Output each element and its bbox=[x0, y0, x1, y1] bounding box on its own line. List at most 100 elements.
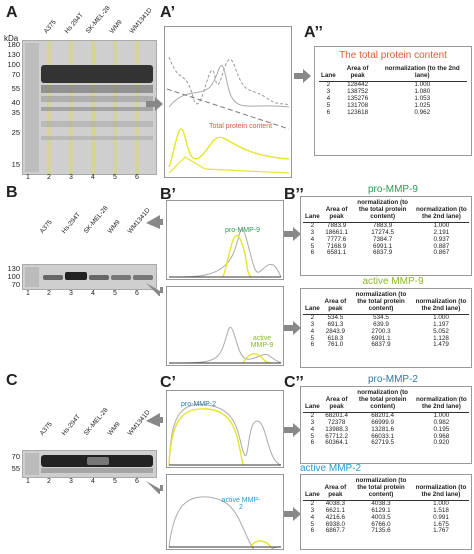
panel-label-a-prime: A’ bbox=[160, 4, 176, 21]
arrow-icon bbox=[146, 215, 163, 229]
cell-name: Hs 294T bbox=[63, 11, 85, 35]
densitometry-curve-c-pro bbox=[168, 404, 282, 466]
table-row: 2 128442 1.000 bbox=[319, 81, 467, 88]
ladder-ticks-a: 180 130 100 70 55 40 35 25 15 bbox=[2, 40, 22, 175]
table-row: 3 72378 66999.9 0.982 bbox=[303, 418, 469, 427]
cell: 0.867 bbox=[433, 249, 450, 257]
table-row: 5 618.3 6991.1 1.128 bbox=[303, 334, 469, 343]
cell: 2843.9 bbox=[325, 327, 346, 335]
lane-number: 1 bbox=[26, 174, 30, 181]
densitometry-plot-b-active: active MMP-9 bbox=[166, 286, 284, 366]
lane-number: 6 bbox=[135, 478, 139, 485]
table-row: 4 2843.9 2700.3 5.052 bbox=[303, 327, 469, 336]
cell: 6 bbox=[310, 439, 315, 447]
cell: 4 bbox=[310, 425, 315, 433]
tick: 70 bbox=[11, 452, 20, 461]
arrow-icon bbox=[284, 321, 301, 335]
col-header: normalization (to the 2nd lane) bbox=[412, 477, 469, 501]
cell-names-c: A375 Hs-294T SK-MEL-28 WM9 WM1341D bbox=[22, 407, 157, 444]
arrow-icon bbox=[284, 423, 301, 437]
cell-name: WM9 bbox=[106, 420, 122, 437]
lane-number: 3 bbox=[69, 478, 73, 485]
arrow-icon bbox=[146, 97, 163, 111]
densitometry-plot-b-pro: pro-MMP-9 bbox=[166, 200, 284, 280]
cell: 1.197 bbox=[433, 320, 449, 328]
cell-name: WM9 bbox=[108, 18, 124, 35]
cell: 1.479 bbox=[433, 341, 449, 349]
cell: 2.191 bbox=[433, 228, 450, 236]
curve-label: pro-MMP-2 bbox=[181, 401, 217, 408]
lane-number: 3 bbox=[69, 174, 73, 181]
col-header: Lane bbox=[303, 291, 322, 315]
cell: 1.000 bbox=[433, 313, 449, 321]
cell: 131708 bbox=[347, 101, 369, 109]
cell: 4 bbox=[310, 327, 315, 335]
arrow-icon bbox=[146, 481, 163, 494]
cell: 761.0 bbox=[327, 341, 344, 349]
cell: 4 bbox=[310, 235, 315, 243]
cell: 0.937 bbox=[433, 235, 450, 243]
densitometry-curve-b-pro bbox=[168, 228, 282, 278]
col-header: Lane bbox=[303, 199, 322, 223]
cell: 4038.3 bbox=[325, 499, 346, 507]
cell-name: SK-MEL-28 bbox=[82, 204, 110, 235]
tick: 15 bbox=[11, 160, 20, 169]
data-table: Lane Area of peak normalization (to the … bbox=[303, 389, 469, 447]
table-row: 6 6867.7 7135.6 1.767 bbox=[303, 528, 469, 535]
panel-label-a-double: A’’ bbox=[304, 24, 323, 41]
cell-name: A375 bbox=[38, 420, 54, 437]
cell: 7168.9 bbox=[326, 242, 347, 250]
tick: 130 bbox=[7, 50, 20, 59]
lane-number: 2 bbox=[47, 478, 51, 485]
col-header: Lane bbox=[303, 389, 322, 413]
cell: 1.675 bbox=[433, 520, 449, 528]
cell: 1.000 bbox=[414, 80, 431, 88]
cell: 72378 bbox=[327, 418, 346, 426]
table-row: 3 18661.1 17274.5 2.191 bbox=[303, 228, 469, 237]
table-row: 2 4038.3 4038.3 1.000 bbox=[303, 500, 469, 507]
cell: 7883.9 bbox=[326, 221, 347, 229]
cell: 5 bbox=[310, 432, 315, 440]
col-header: Area of peak bbox=[321, 199, 352, 223]
cell: 3 bbox=[310, 506, 315, 514]
tick: 40 bbox=[11, 98, 20, 107]
cell: 7384.7 bbox=[373, 235, 393, 243]
curve-label: active MMP-9 bbox=[250, 335, 274, 349]
cell: 135276 bbox=[347, 94, 369, 102]
table-row: 6 761.0 6837.9 1.479 bbox=[303, 342, 469, 349]
panel-label-c: C bbox=[6, 372, 18, 389]
panel-label-b-double: B’’ bbox=[284, 186, 304, 203]
cell: 618.3 bbox=[327, 334, 344, 342]
curve-label: pro-MMP-9 bbox=[225, 227, 261, 234]
col-header: normalization (to the total protein cont… bbox=[349, 477, 413, 501]
curve-label: active MMP-2 bbox=[221, 497, 261, 511]
cell-names-b: A375 Hs-294T SK-MEL-28 WM9 WM1341D bbox=[22, 205, 157, 242]
tick: 70 bbox=[11, 280, 20, 289]
cell: 4 bbox=[326, 94, 331, 102]
table-row: 3 691.3 639.9 1.197 bbox=[303, 320, 469, 329]
densitometry-plot-c-active: active MMP-2 bbox=[166, 474, 284, 554]
table-row: 6 6581.1 6837.9 0.867 bbox=[303, 250, 469, 257]
tick: 100 bbox=[7, 272, 20, 281]
cell: 6621.1 bbox=[325, 506, 346, 514]
table-box-c-active: Lane Area of peak normalization (to the … bbox=[300, 474, 472, 550]
arrow-icon bbox=[284, 227, 301, 241]
cell-name: A375 bbox=[42, 18, 58, 35]
cell: 2 bbox=[326, 80, 331, 88]
cell: 6837.9 bbox=[371, 341, 391, 349]
table-row: 5 131708 1.025 bbox=[319, 101, 467, 110]
panel-label-c-prime: C’ bbox=[160, 374, 176, 391]
cell: 1.000 bbox=[433, 499, 449, 507]
lane-number: 1 bbox=[26, 478, 30, 485]
cell: 7135.6 bbox=[371, 527, 391, 535]
cell: 66999.9 bbox=[371, 418, 395, 426]
cell: 2 bbox=[310, 499, 315, 507]
densitometry-curve-c-active bbox=[168, 496, 282, 554]
cell: 5 bbox=[310, 242, 315, 250]
table-row: 2 7883.9 7883,9 1.000 bbox=[303, 222, 469, 229]
cell: 534.5 bbox=[327, 313, 344, 321]
lane-number: 5 bbox=[113, 290, 117, 297]
densitometry-plot-a: Total protein content bbox=[164, 26, 292, 178]
cell: 3 bbox=[326, 87, 331, 95]
tick: 100 bbox=[7, 60, 20, 69]
